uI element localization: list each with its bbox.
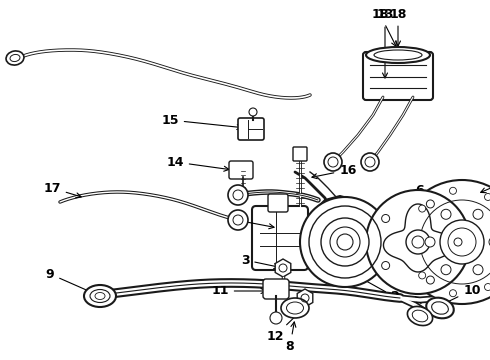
FancyBboxPatch shape bbox=[293, 147, 307, 161]
Circle shape bbox=[473, 209, 483, 219]
Circle shape bbox=[361, 153, 379, 171]
Circle shape bbox=[449, 187, 457, 194]
FancyBboxPatch shape bbox=[229, 161, 253, 179]
Circle shape bbox=[382, 261, 390, 270]
Circle shape bbox=[489, 237, 490, 247]
Text: 5: 5 bbox=[416, 297, 434, 320]
Circle shape bbox=[337, 234, 353, 250]
Ellipse shape bbox=[84, 285, 116, 307]
Text: 10: 10 bbox=[439, 284, 481, 306]
Circle shape bbox=[449, 290, 457, 297]
Circle shape bbox=[426, 276, 434, 284]
Circle shape bbox=[228, 185, 248, 205]
Circle shape bbox=[270, 312, 282, 324]
Circle shape bbox=[441, 265, 451, 275]
Circle shape bbox=[382, 215, 390, 222]
Circle shape bbox=[366, 190, 470, 294]
Ellipse shape bbox=[6, 51, 24, 65]
Ellipse shape bbox=[281, 298, 309, 318]
Circle shape bbox=[321, 218, 369, 266]
FancyBboxPatch shape bbox=[363, 52, 433, 100]
Circle shape bbox=[249, 108, 257, 116]
Text: 12: 12 bbox=[266, 310, 302, 342]
Text: 13: 13 bbox=[376, 9, 393, 78]
Text: 9: 9 bbox=[46, 267, 97, 294]
Circle shape bbox=[440, 220, 484, 264]
Text: 11: 11 bbox=[211, 284, 266, 297]
FancyBboxPatch shape bbox=[238, 118, 264, 140]
Circle shape bbox=[228, 210, 248, 230]
Text: 14: 14 bbox=[166, 156, 229, 171]
Text: 16: 16 bbox=[312, 163, 357, 179]
Text: 18: 18 bbox=[371, 8, 396, 46]
Circle shape bbox=[426, 200, 434, 208]
Text: 3: 3 bbox=[241, 253, 279, 269]
Text: 8: 8 bbox=[286, 322, 296, 352]
Text: 7: 7 bbox=[232, 213, 274, 229]
Circle shape bbox=[441, 209, 451, 219]
Circle shape bbox=[300, 197, 390, 287]
Circle shape bbox=[324, 153, 342, 171]
Text: 1: 1 bbox=[430, 188, 474, 207]
Text: 15: 15 bbox=[161, 113, 242, 130]
Circle shape bbox=[425, 237, 435, 247]
FancyBboxPatch shape bbox=[252, 206, 308, 270]
Text: 6: 6 bbox=[381, 184, 424, 212]
Circle shape bbox=[485, 193, 490, 201]
FancyBboxPatch shape bbox=[268, 194, 288, 212]
Circle shape bbox=[406, 230, 430, 254]
Circle shape bbox=[473, 265, 483, 275]
Circle shape bbox=[407, 238, 414, 246]
Circle shape bbox=[400, 180, 490, 304]
Circle shape bbox=[454, 238, 462, 246]
Circle shape bbox=[485, 284, 490, 291]
Circle shape bbox=[418, 205, 426, 212]
Ellipse shape bbox=[366, 47, 430, 63]
Text: 4: 4 bbox=[481, 177, 490, 193]
Ellipse shape bbox=[407, 306, 433, 325]
FancyBboxPatch shape bbox=[263, 279, 289, 299]
Text: 18: 18 bbox=[390, 8, 407, 46]
Circle shape bbox=[418, 272, 426, 279]
Text: 17: 17 bbox=[43, 181, 81, 198]
Text: 2: 2 bbox=[353, 274, 399, 303]
Ellipse shape bbox=[426, 298, 454, 318]
